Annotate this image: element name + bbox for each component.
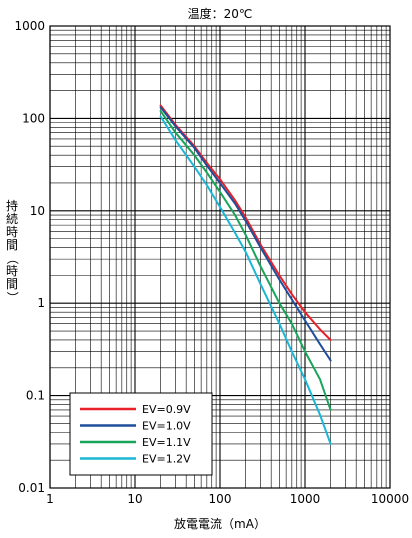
y-tick-label: 1 — [37, 296, 45, 310]
y-axis-label-char: 間 — [5, 277, 18, 291]
y-tick-label: 0.01 — [18, 481, 45, 495]
y-tick-label: 100 — [22, 111, 45, 125]
y-axis-label-char: 時 — [5, 264, 18, 278]
x-tick-label: 1000 — [290, 492, 321, 506]
y-axis-label-char: 持 — [5, 199, 18, 213]
legend: EV=0.9V EV=1.0V EV=1.1V EV=1.2V — [69, 392, 213, 476]
x-tick-label: 10 — [127, 492, 142, 506]
y-axis-label-char: 間 — [5, 238, 18, 252]
y-tick-label: 0.1 — [26, 389, 45, 403]
legend-label: EV=1.0V — [142, 420, 191, 433]
legend-label: EV=1.1V — [142, 436, 191, 449]
x-tick-label: 1 — [46, 492, 54, 506]
x-tick-label: 10000 — [371, 492, 409, 506]
series-line — [159, 106, 332, 362]
x-axis-label: 放電電流（mA） — [174, 516, 266, 531]
y-tick-label: 1000 — [14, 19, 45, 33]
series-lines — [159, 104, 332, 445]
tick-labels: 1 10 100 1000 10000 0.01 0.1 1 10 100 1000 — [14, 19, 409, 506]
y-axis-label-char: （ — [5, 252, 20, 265]
y-tick-label: 10 — [30, 204, 45, 218]
plot-frame — [49, 25, 391, 489]
legend-label: EV=1.2V — [142, 453, 191, 466]
series-line — [159, 104, 332, 341]
y-axis-label: 持続時間（時間） — [4, 200, 20, 304]
chart-title: 温度：20℃ — [188, 6, 253, 21]
y-axis-label-char: 時 — [5, 225, 18, 239]
series-line — [159, 115, 332, 445]
legend-label: EV=0.9V — [142, 403, 191, 416]
y-axis-label-char: ） — [5, 291, 20, 304]
series-line — [159, 110, 332, 411]
legend-box — [69, 392, 213, 476]
x-tick-label: 100 — [209, 492, 232, 506]
y-axis-label-char: 続 — [5, 212, 18, 226]
